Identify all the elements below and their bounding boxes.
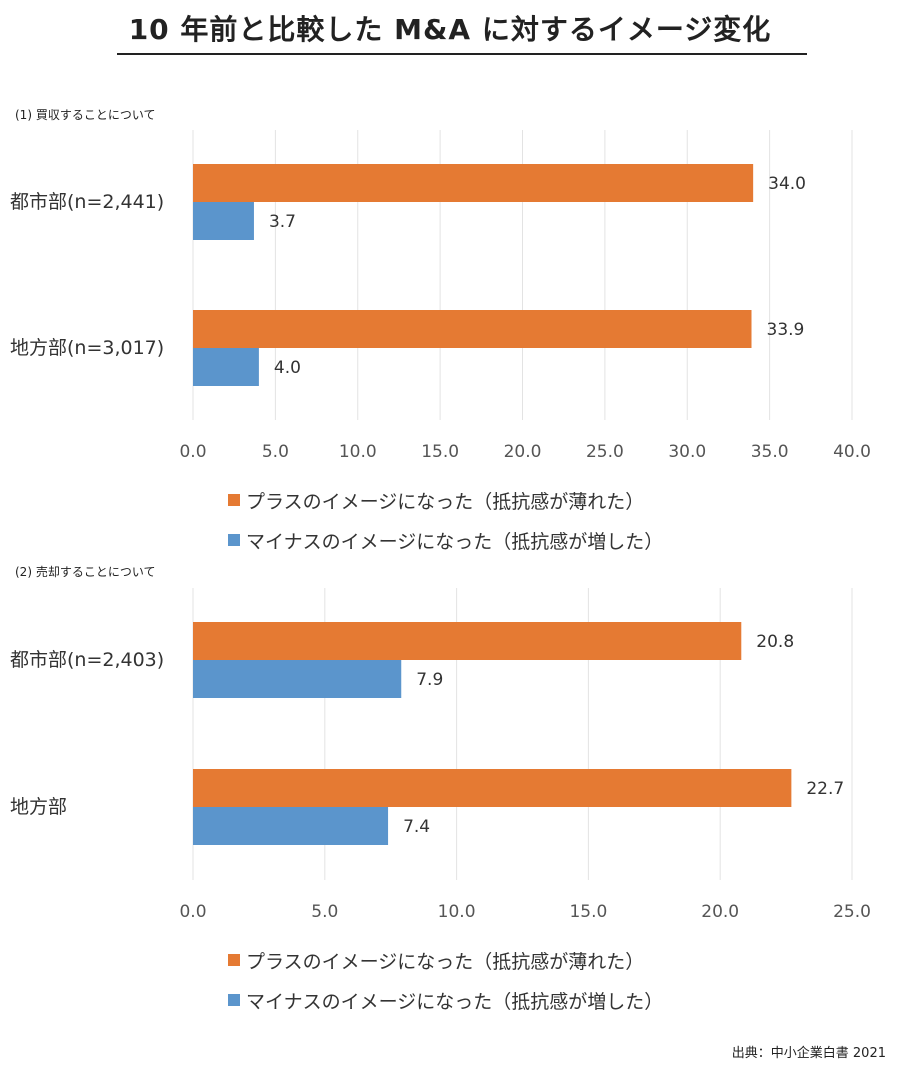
category-label: 都市部(n=2,403) [10, 649, 164, 671]
data-label: 4.0 [274, 358, 301, 378]
x-tick-label: 0.0 [179, 902, 206, 922]
x-tick-label: 30.0 [668, 442, 706, 462]
bar-minus [193, 202, 254, 240]
x-tick-label: 20.0 [701, 902, 739, 922]
x-tick-label: 35.0 [751, 442, 789, 462]
bar-plus [193, 622, 742, 660]
chart2-subtitle: (2) 売却することについて [15, 565, 156, 579]
x-tick-label: 20.0 [504, 442, 542, 462]
page-title: 10 年前と比較した M&A に対するイメージ変化 [128, 13, 772, 46]
category-label: 都市部(n=2,441) [10, 191, 164, 213]
data-label: 7.4 [403, 817, 430, 837]
bar-plus [193, 164, 754, 202]
x-tick-label: 15.0 [421, 442, 459, 462]
data-label: 20.8 [756, 632, 794, 652]
data-label: 33.9 [767, 320, 805, 340]
data-label: 34.0 [768, 174, 806, 194]
chart2-legend: プラスのイメージになった（抵抗感が薄れた） マイナスのイメージになった（抵抗感が… [228, 940, 663, 1020]
data-label: 7.9 [416, 670, 443, 690]
bar-minus [193, 348, 259, 386]
legend-label-plus: プラスのイメージになった（抵抗感が薄れた） [246, 950, 645, 973]
legend-item-plus: プラスのイメージになった（抵抗感が薄れた） [228, 480, 663, 520]
x-tick-label: 25.0 [586, 442, 624, 462]
category-label: 地方部(n=3,017) [10, 337, 164, 359]
legend-label-minus: マイナスのイメージになった（抵抗感が増した） [246, 990, 664, 1013]
legend-item-plus: プラスのイメージになった（抵抗感が薄れた） [228, 940, 663, 980]
legend-label-plus: プラスのイメージになった（抵抗感が薄れた） [246, 490, 645, 513]
chart1-legend: プラスのイメージになった（抵抗感が薄れた） マイナスのイメージになった（抵抗感が… [228, 480, 663, 560]
chart1-subtitle: (1) 買収することについて [15, 108, 156, 122]
category-label: 地方部 [10, 796, 67, 818]
bar-minus [193, 660, 402, 698]
x-tick-label: 0.0 [179, 442, 206, 462]
chart1-purchase: 0.0 5.0 10.0 15.0 20.0 25.0 30.0 35.0 40.0 都市部(n=… [10, 130, 871, 462]
bar-plus [193, 310, 752, 348]
legend-label-minus: マイナスのイメージになった（抵抗感が増した） [246, 530, 664, 553]
x-tick-label: 15.0 [569, 902, 607, 922]
bar-plus [193, 769, 792, 807]
bar-minus [193, 807, 389, 845]
source-note: 出典：中小企業白書 2021 [731, 1046, 886, 1061]
legend-swatch-plus [228, 494, 240, 506]
x-tick-label: 5.0 [262, 442, 289, 462]
x-tick-label: 40.0 [833, 442, 871, 462]
x-tick-label: 25.0 [833, 902, 871, 922]
legend-swatch-minus [228, 534, 240, 546]
data-label: 22.7 [806, 779, 844, 799]
legend-item-minus: マイナスのイメージになった（抵抗感が増した） [228, 980, 663, 1020]
chart2-sale: 0.0 5.0 10.0 15.0 20.0 25.0 都市部(n=2,403) 20.8 7.… [10, 588, 871, 922]
x-tick-label: 5.0 [311, 902, 338, 922]
x-tick-label: 10.0 [438, 902, 476, 922]
legend-swatch-plus [228, 954, 240, 966]
data-label: 3.7 [269, 212, 296, 232]
title-underline [117, 53, 807, 55]
x-tick-label: 10.0 [339, 442, 377, 462]
legend-swatch-minus [228, 994, 240, 1006]
legend-item-minus: マイナスのイメージになった（抵抗感が増した） [228, 520, 663, 560]
